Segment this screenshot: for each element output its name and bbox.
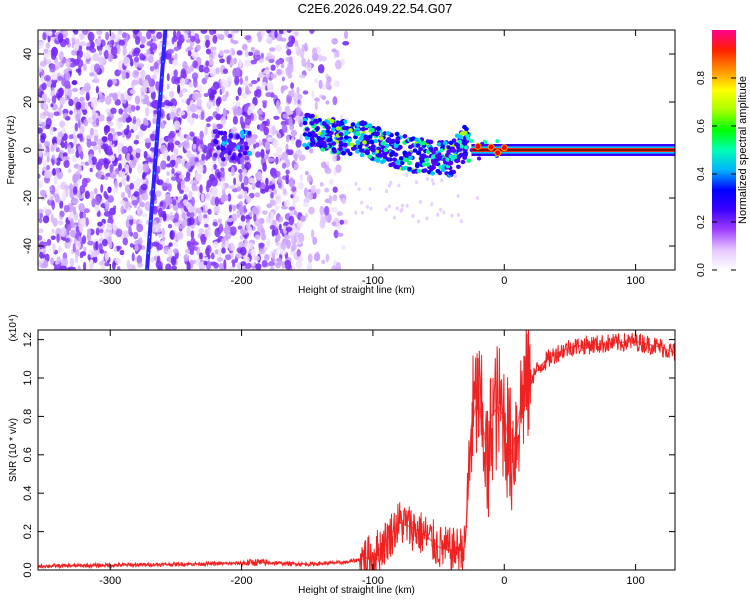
colorbar-tick-label: 0.6: [696, 119, 707, 133]
x-tick-label: 100: [626, 575, 644, 587]
y-tick-label: 40: [22, 48, 34, 60]
snr-plot: [38, 330, 675, 570]
signal-cluster: [212, 128, 253, 162]
y-tick-label: 20: [22, 96, 34, 108]
y-tick-label: 0.0: [22, 562, 34, 577]
chart-title: C2E6.2026.049.22.54.G07: [297, 1, 453, 16]
y-tick-label: 1.0: [22, 370, 34, 385]
carrier-peak: [500, 144, 508, 152]
carrier-peak: [474, 142, 482, 150]
heatmap-axes: -300 -200 -100 0 100 40 20 0 -20 -40 Height of str…: [6, 29, 676, 296]
y-tick-label: 0.6: [22, 447, 34, 462]
x-tick-label: -200: [231, 575, 253, 587]
carrier-peak: [487, 143, 495, 151]
snr-series-line: [38, 330, 675, 570]
colorbar-tick-label: 0.8: [696, 71, 707, 85]
y-tick-label: -20: [22, 190, 34, 206]
x-tick-label: -300: [99, 275, 121, 287]
x-tick-label: -200: [231, 275, 253, 287]
heatmap-plot: [38, 30, 675, 270]
y-tick-label: 0.8: [22, 409, 34, 424]
y-tick-label: 0: [22, 147, 34, 153]
colorbar-tick-label: 0.4: [696, 167, 707, 181]
snr-frame: [37, 329, 676, 571]
y-axis-label: Frequency (Hz): [6, 116, 17, 185]
diagonal-line: [145, 30, 168, 270]
y-scale-label: (x10⁴): [8, 314, 19, 341]
noise-speckle: [38, 30, 479, 270]
colorbar-tick-label: 0.0: [696, 263, 707, 277]
x-tick-label: -100: [362, 575, 384, 587]
x-tick-label: 0: [501, 275, 507, 287]
colorbar: 0.0 0.2 0.4 0.6 0.8 Normalized spectral ampli…: [696, 30, 749, 277]
x-axis-label: Height of straight line (km): [298, 285, 415, 296]
colorbar-gradient: [712, 30, 736, 270]
y-tick-label: 0.4: [22, 486, 34, 501]
x-tick-label: 100: [626, 275, 644, 287]
y-tick-label: -40: [22, 238, 34, 254]
y-tick-label: 0.2: [22, 524, 34, 539]
colorbar-tick-label: 0.2: [696, 215, 707, 229]
y-axis-label: SNR (10 * v/v): [8, 418, 19, 482]
colorbar-label: Normalized spectral amplitude: [737, 76, 749, 224]
x-tick-label: 0: [501, 575, 507, 587]
x-axis-label: Height of straight line (km): [298, 585, 415, 596]
carrier-peak: [494, 149, 502, 157]
snr-trend-line: [38, 340, 675, 567]
y-tick-label: 1.2: [22, 332, 34, 347]
x-tick-label: -300: [99, 575, 121, 587]
x-tick-label: -100: [362, 275, 384, 287]
snr-axes: -300 -200 -100 0 100 0.0 0.2 0.4 0.6 0.8 1.0 1.2 Hei…: [8, 314, 676, 596]
signal-track: [302, 112, 500, 178]
